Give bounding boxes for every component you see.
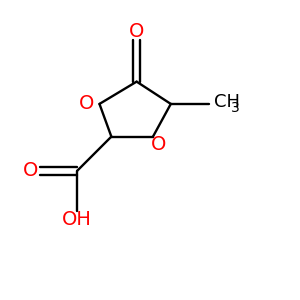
Text: OH: OH [62,210,92,229]
Text: 3: 3 [231,101,240,115]
Text: O: O [23,161,38,180]
Text: CH: CH [214,93,240,111]
Text: O: O [78,94,94,113]
Text: O: O [151,135,166,154]
Text: O: O [129,22,144,40]
